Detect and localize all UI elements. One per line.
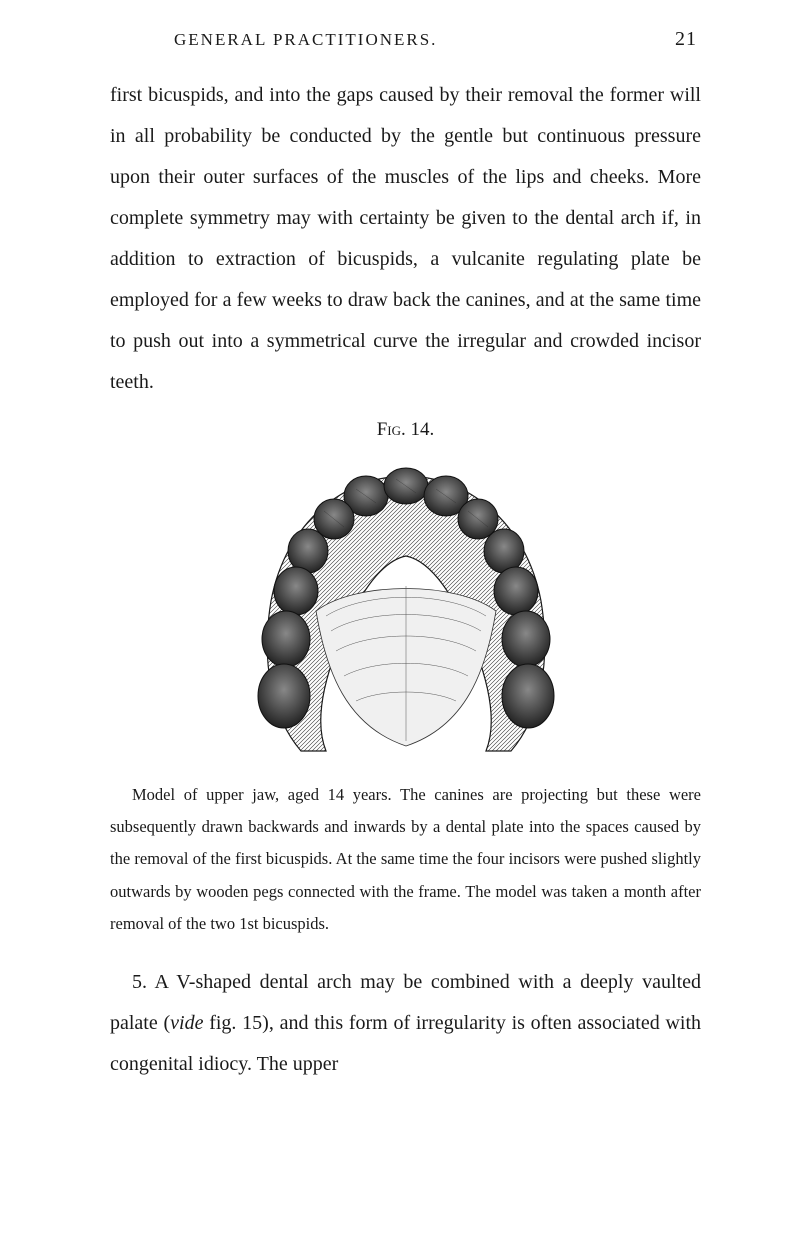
para2-italic: vide	[170, 1012, 203, 1034]
dental-arch-illustration	[216, 451, 596, 761]
body-paragraph-1: first bicuspids, and into the gaps cause…	[110, 75, 701, 403]
page-content: GENERAL PRACTITIONERS. 21 first bicuspid…	[0, 0, 801, 1125]
figure-container	[110, 451, 701, 761]
body-paragraph-2: 5. A V-shaped dental arch may be combine…	[110, 962, 701, 1085]
page-number: 21	[675, 28, 697, 51]
figure-caption: Model of upper jaw, aged 14 years. The c…	[110, 779, 701, 940]
page-header: GENERAL PRACTITIONERS. 21	[110, 28, 701, 51]
running-title: GENERAL PRACTITIONERS.	[174, 30, 437, 50]
figure-label: Fig. 14.	[110, 419, 701, 441]
